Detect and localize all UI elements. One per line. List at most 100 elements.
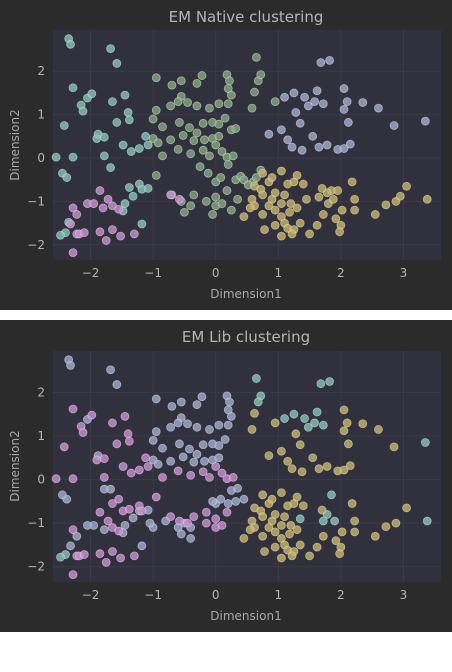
data-point xyxy=(166,456,176,466)
data-point xyxy=(78,428,88,437)
data-point xyxy=(217,468,227,478)
data-point xyxy=(173,418,183,428)
data-point xyxy=(68,248,78,258)
data-point xyxy=(270,188,280,198)
data-point xyxy=(327,490,336,500)
data-point xyxy=(339,405,349,415)
data-point xyxy=(295,514,305,524)
y-axis-label: Dimension2 xyxy=(8,430,22,501)
data-point xyxy=(251,173,261,182)
data-point xyxy=(185,444,194,454)
data-point xyxy=(277,125,286,135)
data-point xyxy=(317,183,327,193)
y-tick-label: −1 xyxy=(27,516,45,530)
data-point xyxy=(295,540,305,550)
data-point xyxy=(374,425,383,434)
data-point xyxy=(178,452,188,462)
data-point xyxy=(78,106,88,116)
data-point xyxy=(158,151,167,161)
data-point xyxy=(120,411,130,421)
data-point xyxy=(180,207,189,217)
data-point xyxy=(114,526,124,536)
data-point xyxy=(239,494,249,504)
data-point xyxy=(116,553,125,563)
data-point xyxy=(239,534,249,543)
data-point xyxy=(222,507,232,517)
data-point xyxy=(312,86,322,96)
data-point xyxy=(283,135,293,145)
data-point xyxy=(124,504,134,514)
data-point xyxy=(205,151,214,161)
data-point xyxy=(62,173,72,182)
data-point xyxy=(258,168,268,178)
data-point xyxy=(126,147,136,156)
data-point xyxy=(283,456,293,466)
data-point xyxy=(151,492,161,502)
data-point xyxy=(217,147,227,156)
data-point xyxy=(289,409,299,419)
plot-area xyxy=(53,351,441,582)
data-point xyxy=(225,397,234,407)
data-point xyxy=(343,439,353,449)
data-point xyxy=(129,551,139,561)
data-point xyxy=(220,113,230,123)
data-point xyxy=(258,531,268,541)
data-point xyxy=(318,531,328,541)
data-point xyxy=(358,98,368,107)
data-point xyxy=(264,523,274,532)
data-point xyxy=(166,512,176,522)
data-point xyxy=(300,92,309,102)
data-point xyxy=(350,205,360,215)
data-point xyxy=(173,144,183,154)
data-point xyxy=(374,103,383,113)
data-point xyxy=(198,118,208,128)
data-point xyxy=(198,467,208,477)
data-point xyxy=(214,441,224,450)
data-point xyxy=(308,131,318,141)
data-point xyxy=(339,84,349,93)
data-point xyxy=(305,551,314,561)
data-point xyxy=(120,90,130,100)
data-point xyxy=(192,101,202,111)
y-tick-label: 0 xyxy=(37,151,45,165)
data-point xyxy=(295,118,305,128)
data-point xyxy=(223,160,233,169)
data-point xyxy=(286,199,296,208)
data-point xyxy=(270,220,280,230)
data-point xyxy=(101,557,111,567)
data-point xyxy=(264,129,274,139)
data-point xyxy=(205,103,214,113)
data-point xyxy=(287,229,297,239)
data-point xyxy=(318,210,328,219)
x-tick-label: −1 xyxy=(144,266,162,280)
data-point xyxy=(316,379,326,389)
data-point xyxy=(270,97,280,107)
data-point xyxy=(123,429,133,439)
data-point xyxy=(280,512,289,522)
data-point xyxy=(342,418,352,428)
data-point xyxy=(291,429,301,439)
data-point xyxy=(108,499,117,508)
data-point xyxy=(222,186,232,195)
data-point xyxy=(264,451,274,461)
data-point xyxy=(292,203,302,213)
data-point xyxy=(124,115,134,125)
data-point xyxy=(103,194,113,204)
data-point xyxy=(167,80,177,90)
data-point xyxy=(310,97,319,107)
data-point xyxy=(103,516,113,526)
data-point xyxy=(270,527,280,537)
data-point xyxy=(247,103,257,113)
data-point xyxy=(337,527,347,537)
data-point xyxy=(370,531,380,541)
data-point xyxy=(223,420,233,430)
data-point xyxy=(92,455,102,465)
data-point xyxy=(68,525,78,535)
y-axis-label: Dimension2 xyxy=(8,109,22,180)
data-point xyxy=(220,435,230,444)
data-point xyxy=(183,98,192,107)
data-point xyxy=(59,121,69,130)
data-point xyxy=(198,145,208,155)
data-point xyxy=(106,484,115,494)
data-point xyxy=(129,229,139,239)
